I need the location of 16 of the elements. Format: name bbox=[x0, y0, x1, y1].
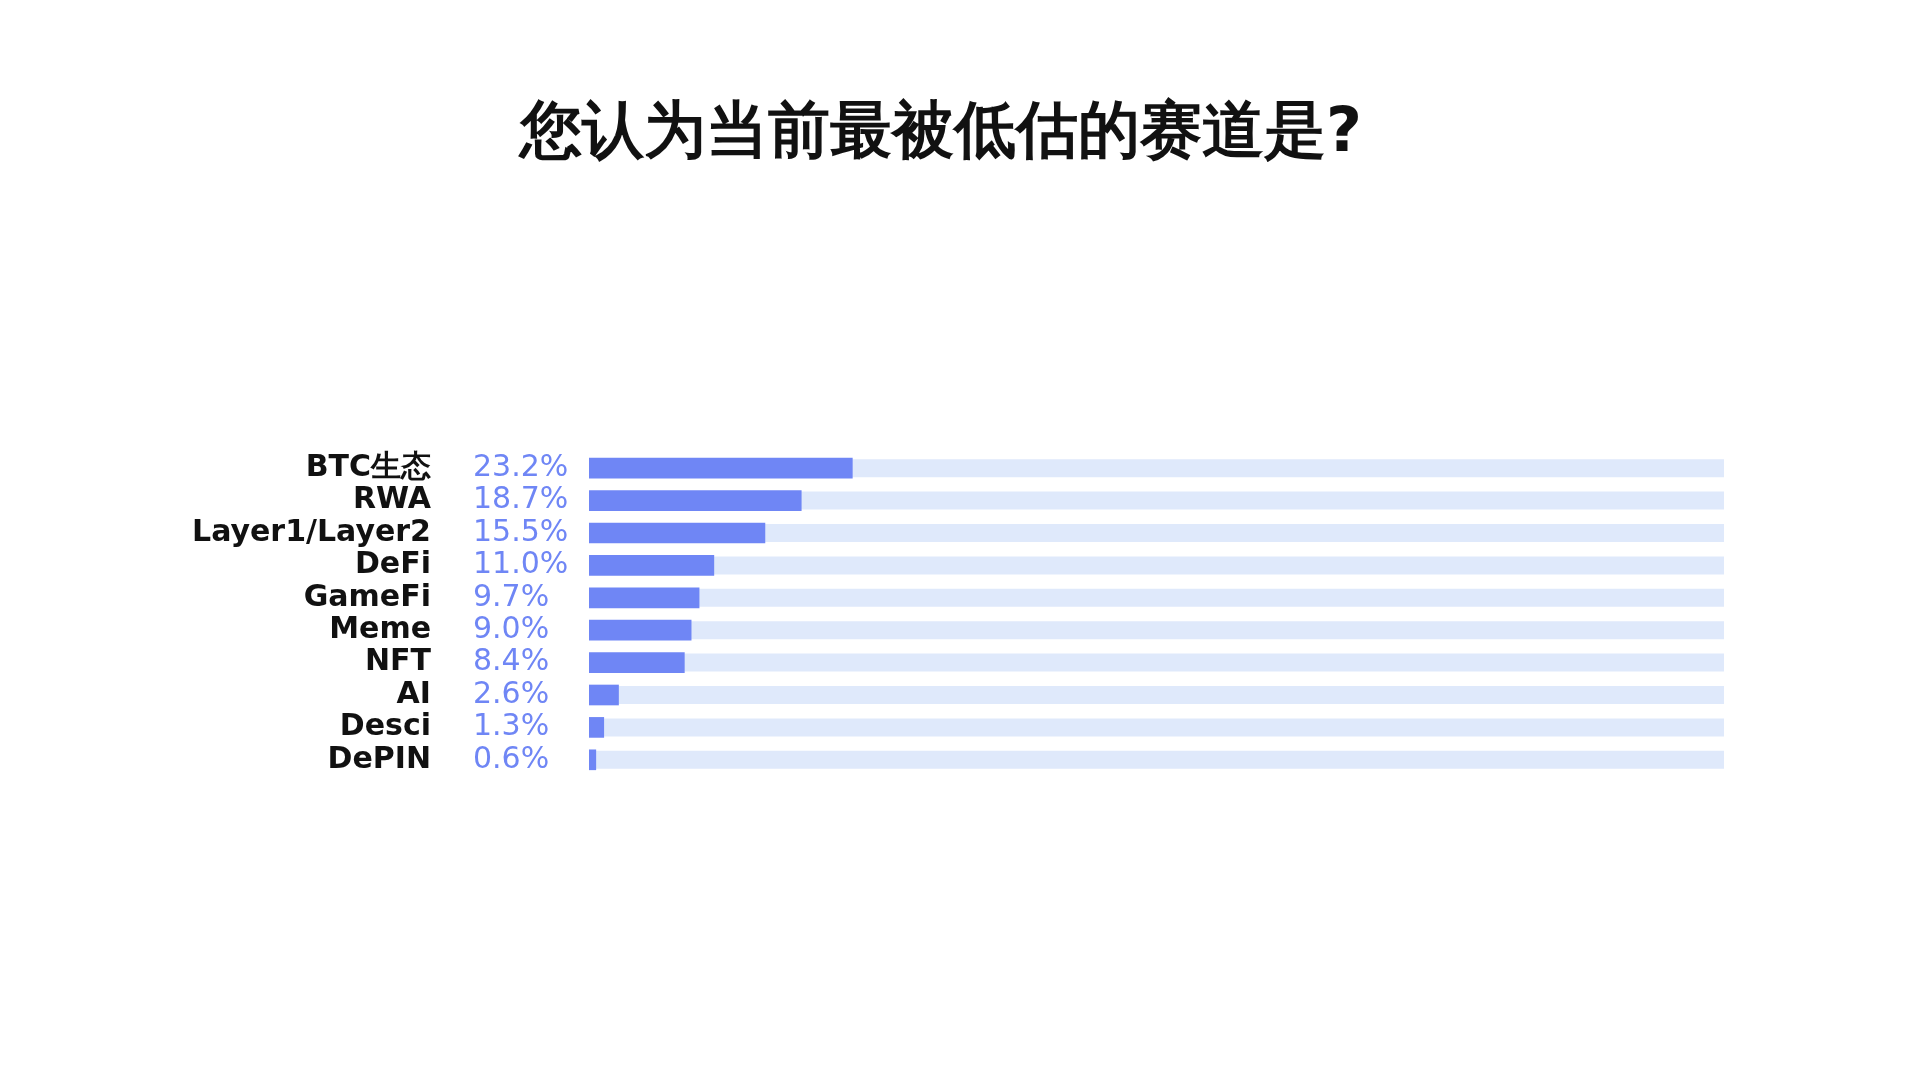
bar bbox=[589, 587, 700, 609]
y-tick-label: BTC生态 bbox=[305, 448, 431, 483]
bar bbox=[589, 457, 853, 479]
bar bbox=[589, 717, 605, 738]
bar bbox=[589, 684, 619, 706]
data-label: 23.2% bbox=[473, 448, 569, 483]
bar bbox=[589, 749, 597, 771]
y-tick-label: GameFi bbox=[303, 577, 431, 613]
chart-title: 您认为当前最被低估的赛道是? bbox=[520, 92, 1362, 168]
bar bbox=[589, 555, 715, 576]
bar bbox=[589, 619, 692, 641]
bar bbox=[589, 652, 685, 673]
y-tick-label: Meme bbox=[329, 610, 431, 645]
bar bbox=[589, 522, 766, 544]
bar bbox=[589, 490, 802, 511]
data-label: 9.0% bbox=[473, 610, 550, 645]
